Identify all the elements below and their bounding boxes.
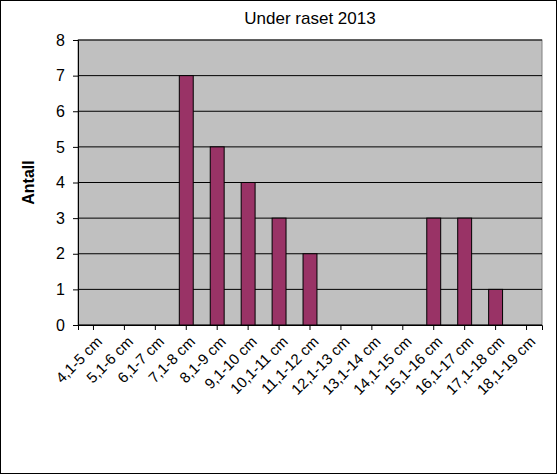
x-tick-mark [433, 325, 434, 330]
y-tick-mark [73, 325, 78, 326]
y-tick-label: 8 [56, 32, 65, 49]
y-tick: 1 [56, 281, 78, 298]
grid-line [78, 146, 542, 147]
bar [272, 218, 286, 325]
x-tick-mark [279, 325, 280, 330]
y-tick-label: 2 [56, 245, 65, 262]
x-tick-mark [495, 325, 496, 330]
bar [179, 76, 193, 325]
y-tick: 4 [56, 174, 78, 191]
x-tick-mark [124, 325, 125, 330]
chart-frame [1, 1, 557, 474]
grid-line [78, 182, 542, 183]
x-tick-mark [248, 325, 249, 330]
x-tick-mark [526, 325, 527, 330]
plot-background [78, 40, 542, 325]
y-tick-label: 7 [56, 67, 65, 84]
y-tick: 2 [56, 245, 78, 262]
y-tick-mark [73, 76, 78, 77]
chart-title: Under raset 2013 [244, 9, 375, 28]
grid-line [78, 75, 542, 76]
x-tick-mark [402, 325, 403, 330]
y-tick-mark [73, 40, 78, 41]
bar [117, 325, 131, 326]
bar [520, 325, 534, 326]
bar [365, 325, 379, 326]
x-tick-mark [340, 325, 341, 330]
y-tick-label: 6 [56, 103, 65, 120]
x-axis-line [79, 326, 543, 331]
bar [396, 325, 410, 326]
bar [427, 218, 441, 325]
y-tick-mark [73, 218, 78, 219]
y-tick-label: 3 [56, 210, 65, 227]
grid-line [78, 218, 542, 219]
bar [334, 325, 348, 326]
y-tick-label: 0 [56, 317, 65, 334]
grid-line [78, 40, 542, 41]
y-tick-label: 4 [56, 174, 65, 191]
x-tick-label: 18,1-19 cm [473, 333, 538, 398]
x-tick-mark [310, 325, 311, 330]
y-tick: 6 [56, 103, 78, 120]
plot: 0 1 2 3 4 5 6 7 8 4,1-5 cm5,1-6 cm6,1-7 cm7,1-8 c… [52, 32, 542, 398]
x-tick-mark [371, 325, 372, 330]
y-axis: 0 1 2 3 4 5 6 7 8 [56, 32, 78, 334]
y-axis-line [73, 41, 79, 326]
x-tick-mark [464, 325, 465, 330]
bar [210, 147, 224, 325]
bar [241, 183, 255, 326]
y-tick-label: 1 [56, 281, 65, 298]
bar [87, 325, 101, 326]
bars [179, 76, 502, 325]
y-tick-mark [73, 183, 78, 184]
bar [303, 254, 317, 325]
y-tick: 8 [56, 32, 78, 49]
grid-line [78, 111, 542, 112]
x-tick-mark [217, 325, 218, 330]
y-tick: 3 [56, 210, 78, 227]
y-tick: 7 [56, 67, 78, 84]
y-tick-label: 5 [56, 138, 65, 155]
y-axis-title: Antall [20, 160, 37, 204]
grid [78, 40, 542, 325]
y-tick: 0 [56, 317, 78, 334]
x-tick: 18,1-19 cm [473, 325, 538, 398]
bar [148, 325, 162, 326]
x-tick-mark [155, 325, 156, 330]
y-tick-mark [73, 254, 78, 255]
x-axis: 4,1-5 cm5,1-6 cm6,1-7 cm7,1-8 cm8,1-9 cm… [52, 325, 542, 398]
y-tick-mark [73, 289, 78, 290]
chart: 0 1 2 3 4 5 6 7 8 4,1-5 cm5,1-6 cm6,1-7 cm7,1-8 c… [0, 0, 557, 474]
bar [489, 289, 503, 325]
y-tick-mark [73, 111, 78, 112]
x-tick-mark [186, 325, 187, 330]
bar [458, 218, 472, 325]
x-tick-mark [93, 325, 94, 330]
y-tick: 5 [56, 138, 78, 155]
y-tick-mark [73, 147, 78, 148]
